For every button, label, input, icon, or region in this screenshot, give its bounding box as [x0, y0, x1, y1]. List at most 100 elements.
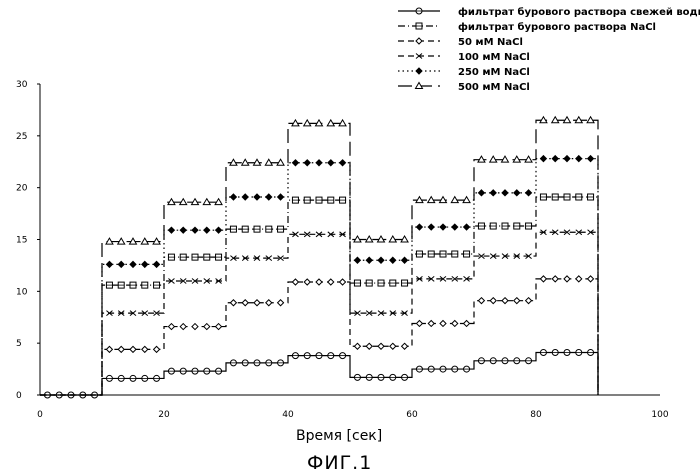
chart-marks	[40, 117, 598, 398]
legend-item: фильтрат бурового раствора NaCl	[398, 21, 656, 33]
data-point	[340, 279, 346, 285]
y-tick-label: 10	[16, 287, 28, 297]
data-point	[118, 261, 124, 267]
data-point	[540, 156, 546, 162]
data-point	[278, 194, 284, 200]
data-point	[378, 343, 384, 349]
data-point	[514, 190, 520, 196]
data-point	[242, 159, 249, 165]
legend-label: 250 мМ NaCl	[458, 67, 530, 78]
data-point	[514, 298, 520, 304]
data-point	[526, 190, 532, 196]
legend-label: 100 мМ NaCl	[458, 52, 530, 63]
data-point	[328, 279, 334, 285]
data-point	[118, 346, 124, 352]
legend-item: 50 мМ NaCl	[398, 37, 523, 48]
data-point	[478, 190, 484, 196]
data-point	[130, 346, 136, 352]
legend: фильтрат бурового раствора свежей воды фи…	[398, 6, 700, 93]
x-tick-label: 40	[282, 410, 294, 420]
data-point	[440, 320, 446, 326]
data-point	[464, 320, 470, 326]
data-point	[328, 160, 334, 166]
data-point	[502, 298, 508, 304]
data-point	[216, 227, 222, 233]
data-point	[416, 224, 422, 230]
data-point	[428, 224, 434, 230]
data-point	[490, 298, 496, 304]
legend-item: 100 мМ NaCl	[398, 52, 530, 63]
data-point	[242, 194, 248, 200]
legend-label: фильтрат бурового раствора свежей воды	[458, 6, 700, 18]
data-point	[416, 68, 422, 74]
data-point	[526, 298, 532, 304]
data-point	[587, 117, 594, 123]
legend-label: 500 мМ NaCl	[458, 82, 530, 93]
data-point	[428, 320, 434, 326]
data-point	[416, 38, 422, 44]
data-point	[354, 343, 360, 349]
y-tick-label: 30	[16, 80, 28, 90]
x-tick-label: 100	[651, 410, 668, 420]
data-point	[440, 224, 446, 230]
data-point	[254, 300, 260, 306]
data-point	[266, 300, 272, 306]
legend-item: фильтрат бурового раствора свежей воды	[398, 6, 700, 18]
data-point	[576, 276, 582, 282]
figure-caption: ФИГ.1	[307, 452, 372, 474]
data-point	[366, 343, 372, 349]
data-point	[588, 276, 594, 282]
data-point	[204, 227, 210, 233]
data-point	[390, 257, 396, 263]
series	[40, 194, 598, 395]
data-point	[402, 343, 408, 349]
data-point	[204, 324, 210, 330]
data-point	[316, 279, 322, 285]
series	[40, 230, 598, 395]
data-point	[552, 276, 558, 282]
data-point	[216, 324, 222, 330]
data-point	[192, 324, 198, 330]
x-tick-label: 20	[158, 410, 170, 420]
data-point	[316, 160, 322, 166]
series	[40, 349, 598, 398]
data-point	[230, 194, 236, 200]
x-tick-label: 80	[530, 410, 542, 420]
data-point	[168, 324, 174, 330]
legend-label: 50 мМ NaCl	[458, 37, 523, 48]
data-point	[266, 194, 272, 200]
x-tick-label: 60	[406, 410, 418, 420]
y-tick-label: 20	[16, 184, 28, 194]
data-point	[366, 236, 373, 242]
x-axis-label: Время [сек]	[296, 428, 382, 444]
data-point	[390, 343, 396, 349]
data-point	[304, 160, 310, 166]
data-point	[340, 160, 346, 166]
y-tick-label: 5	[16, 339, 22, 349]
legend-item: 250 мМ NaCl	[398, 67, 530, 78]
data-point	[180, 227, 186, 233]
data-point	[416, 320, 422, 326]
data-point	[130, 261, 136, 267]
data-point	[452, 320, 458, 326]
data-point	[278, 300, 284, 306]
data-point	[180, 324, 186, 330]
data-point	[142, 346, 148, 352]
data-point	[576, 156, 582, 162]
data-point	[254, 194, 260, 200]
legend-item: 500 мМ NaCl	[398, 82, 530, 93]
data-point	[142, 261, 148, 267]
data-point	[242, 300, 248, 306]
data-point	[154, 346, 160, 352]
data-point	[230, 300, 236, 306]
data-point	[464, 224, 470, 230]
data-point	[402, 257, 408, 263]
data-point	[564, 276, 570, 282]
data-point	[452, 224, 458, 230]
data-point	[154, 261, 160, 267]
data-point	[478, 298, 484, 304]
data-point	[378, 257, 384, 263]
data-point	[490, 190, 496, 196]
data-point	[540, 276, 546, 282]
